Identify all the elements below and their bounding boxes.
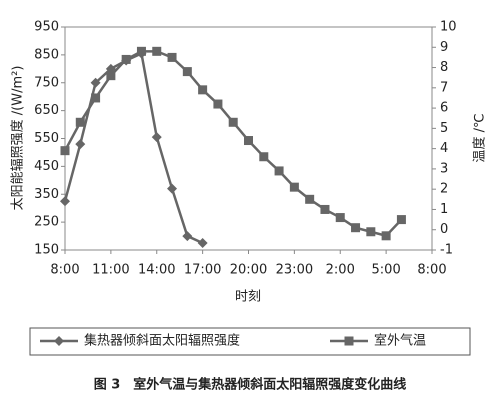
square-marker — [60, 146, 70, 156]
square-marker — [91, 93, 101, 103]
square-marker — [136, 46, 146, 56]
y-tick-label: 450 — [34, 159, 59, 174]
square-marker — [344, 336, 354, 346]
legend-label: 集热器倾斜面太阳辐照强度 — [84, 333, 240, 349]
square-marker — [366, 227, 376, 237]
y2-tick-label: 7 — [440, 80, 448, 95]
legend-box — [29, 327, 471, 356]
x-tick-label: 20:00 — [230, 263, 267, 278]
series-line — [63, 51, 204, 245]
square-marker — [167, 52, 177, 62]
square-marker — [121, 54, 131, 64]
y-tick-label: 550 — [34, 131, 59, 146]
y-tick-label: 950 — [34, 20, 59, 35]
square-marker — [335, 213, 345, 223]
y-axis-label: 太阳能辐照强度 /(W/m²) — [10, 66, 26, 211]
square-marker — [228, 117, 238, 127]
square-marker — [396, 215, 406, 225]
square-marker — [75, 117, 85, 127]
x-tick-label: 11:00 — [92, 263, 129, 278]
square-marker — [289, 182, 299, 192]
x-tick-label: 5:00 — [372, 263, 401, 278]
y2-tick-label: 3 — [440, 161, 448, 176]
square-marker — [106, 71, 116, 81]
y-tick-label: 850 — [34, 47, 59, 62]
caption: 图 3 室外气温与集热器倾斜面太阳辐照强度变化曲线 — [94, 377, 407, 393]
y2-tick-label: 4 — [440, 141, 448, 156]
square-marker — [351, 223, 361, 233]
y2-tick-label: 1 — [440, 202, 448, 217]
series-line — [63, 50, 403, 238]
diamond-marker — [60, 196, 70, 207]
y2-tick-label: -1 — [440, 243, 453, 258]
y-tick-label: 250 — [34, 215, 59, 230]
square-marker — [259, 152, 269, 162]
square-marker — [198, 85, 208, 95]
legend-label: 室外气温 — [374, 333, 426, 349]
square-marker — [305, 194, 315, 204]
diamond-marker — [167, 183, 178, 194]
diamond-marker — [182, 231, 193, 242]
x-tick-label: 17:00 — [184, 263, 221, 278]
y2-axis-label: 温度 /℃ — [472, 113, 488, 162]
y2-tick-label: 0 — [440, 222, 448, 237]
square-marker — [244, 136, 253, 146]
square-marker — [152, 46, 162, 56]
diamond-marker — [151, 132, 162, 143]
diamond-marker — [197, 238, 208, 249]
diamond-marker — [75, 139, 86, 150]
y-tick-label: 150 — [34, 243, 59, 258]
square-marker — [182, 67, 192, 77]
y2-tick-label: 8 — [440, 60, 448, 75]
y-tick-label: 750 — [34, 75, 59, 90]
x-tick-label: 8:00 — [50, 263, 79, 278]
diamond-marker — [54, 336, 64, 346]
y2-tick-label: 9 — [440, 40, 448, 55]
x-axis-label: 时刻 — [235, 290, 261, 305]
y2-tick-label: 2 — [440, 182, 448, 197]
y-tick-label: 350 — [34, 187, 59, 202]
y2-tick-label: 6 — [440, 101, 448, 116]
x-tick-label: 2:00 — [326, 263, 355, 278]
y2-tick-label: 5 — [440, 121, 448, 136]
y-tick-label: 650 — [34, 103, 59, 118]
square-marker — [320, 204, 330, 214]
x-tick-label: 23:00 — [276, 263, 313, 278]
square-marker — [274, 166, 284, 176]
square-marker — [213, 99, 223, 109]
x-tick-label: 14:00 — [138, 263, 175, 278]
diamond-marker — [90, 77, 101, 88]
y2-tick-label: 10 — [440, 20, 457, 35]
x-tick-label: 8:00 — [417, 263, 446, 278]
square-marker — [381, 231, 391, 241]
